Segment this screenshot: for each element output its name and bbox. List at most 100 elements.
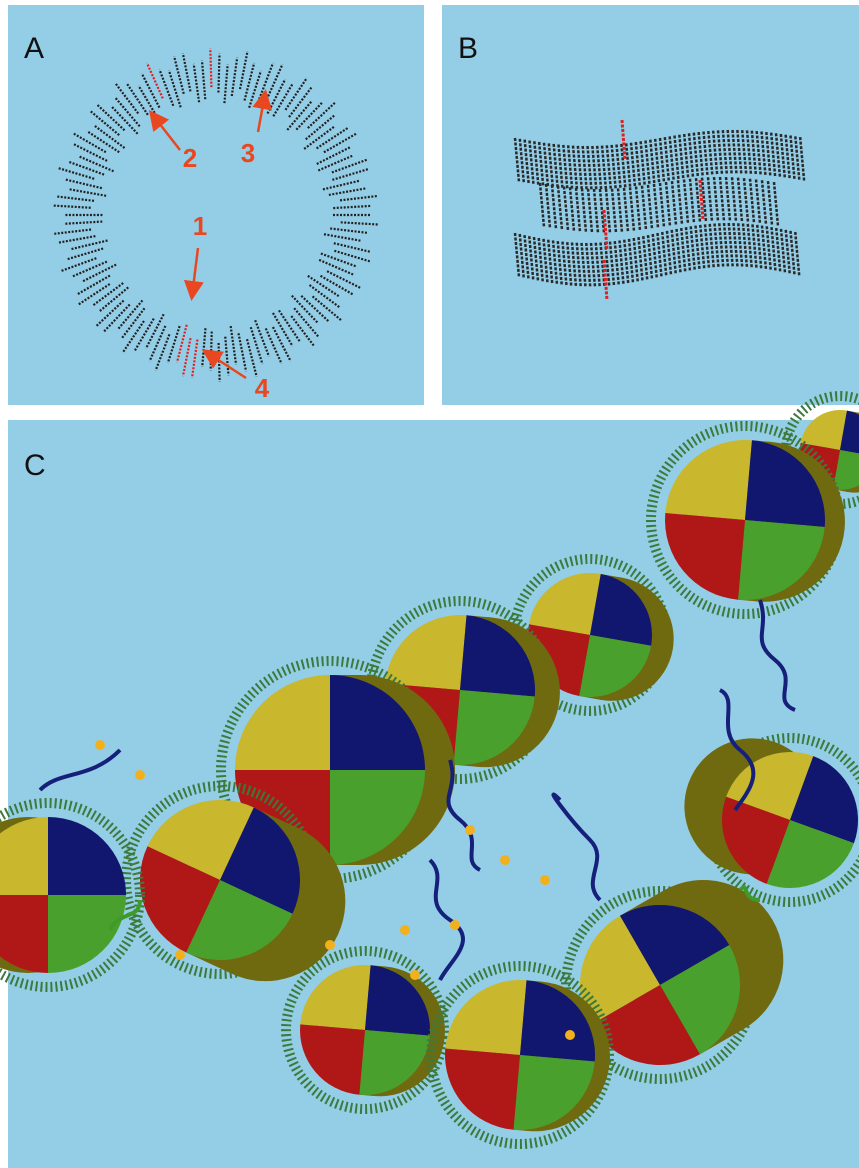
dash bbox=[766, 181, 774, 226]
dash bbox=[698, 179, 705, 221]
dash bbox=[649, 139, 656, 184]
dash bbox=[95, 103, 126, 132]
dash bbox=[798, 137, 806, 182]
dash bbox=[576, 145, 584, 190]
dash bbox=[574, 187, 582, 232]
dash bbox=[732, 222, 739, 268]
dash bbox=[295, 101, 324, 131]
dash bbox=[586, 145, 593, 191]
dash bbox=[556, 185, 564, 230]
dash bbox=[551, 240, 559, 285]
dash bbox=[689, 226, 696, 271]
dash bbox=[308, 284, 341, 309]
dash bbox=[158, 69, 175, 107]
dash bbox=[580, 242, 587, 288]
disc-quadrant bbox=[48, 817, 126, 895]
dash bbox=[727, 222, 734, 268]
dash bbox=[742, 178, 750, 223]
dash bbox=[620, 119, 627, 161]
dash bbox=[120, 307, 146, 340]
dash bbox=[628, 187, 636, 232]
dash bbox=[154, 333, 171, 371]
dash bbox=[618, 240, 625, 285]
dash bbox=[290, 315, 316, 348]
dash bbox=[610, 188, 618, 233]
dash bbox=[249, 326, 264, 365]
annotation: 4 bbox=[255, 373, 270, 403]
dash bbox=[605, 145, 613, 190]
dash bbox=[724, 176, 732, 222]
dash bbox=[78, 155, 115, 173]
dash bbox=[271, 312, 294, 347]
dash bbox=[145, 62, 164, 99]
dash bbox=[589, 242, 597, 288]
disc-quadrant bbox=[330, 770, 425, 865]
dash bbox=[740, 130, 748, 175]
dash bbox=[610, 144, 617, 190]
dash bbox=[736, 177, 744, 222]
disc-quadrant bbox=[300, 1024, 365, 1095]
arrow bbox=[183, 247, 204, 301]
dash bbox=[644, 140, 651, 185]
dash bbox=[91, 282, 124, 307]
dash bbox=[190, 339, 199, 379]
dash bbox=[258, 62, 275, 100]
dash bbox=[712, 176, 720, 222]
annotation: 3 bbox=[241, 138, 255, 168]
dash bbox=[322, 179, 361, 191]
dash bbox=[293, 307, 320, 339]
dna-tail bbox=[428, 858, 465, 981]
dash bbox=[779, 228, 787, 274]
dna-tail bbox=[551, 792, 602, 902]
dash bbox=[537, 237, 544, 283]
dash bbox=[181, 53, 192, 92]
dash bbox=[89, 109, 120, 136]
dash bbox=[632, 237, 639, 283]
dash bbox=[330, 227, 369, 234]
dash bbox=[651, 233, 658, 279]
dash bbox=[599, 242, 606, 287]
dash bbox=[305, 113, 336, 141]
dash bbox=[230, 57, 239, 97]
histone-halo bbox=[703, 733, 859, 907]
dash bbox=[663, 137, 671, 182]
dash bbox=[687, 133, 695, 178]
disc-quadrant bbox=[665, 440, 752, 520]
dash bbox=[339, 194, 378, 202]
dash bbox=[624, 143, 632, 188]
dash bbox=[682, 133, 690, 179]
dna-tail bbox=[738, 885, 761, 902]
dash bbox=[562, 186, 570, 231]
dash bbox=[272, 82, 294, 117]
dash bbox=[570, 242, 578, 287]
dash bbox=[784, 134, 791, 179]
dash bbox=[528, 140, 535, 185]
disc-quadrant bbox=[513, 1055, 595, 1130]
nucleosome bbox=[646, 421, 845, 619]
dash bbox=[326, 270, 362, 290]
dash bbox=[331, 158, 369, 174]
dash bbox=[533, 141, 540, 186]
nucleosome bbox=[0, 798, 145, 992]
dash bbox=[67, 160, 105, 176]
dash bbox=[745, 130, 753, 175]
dash bbox=[98, 286, 129, 313]
disc-quadrant bbox=[590, 985, 700, 1065]
panel-label: B bbox=[458, 32, 478, 65]
dash bbox=[748, 178, 756, 223]
dash bbox=[637, 236, 644, 282]
dash bbox=[528, 235, 535, 281]
dash bbox=[550, 184, 558, 229]
dna-tail bbox=[446, 759, 482, 872]
arrow bbox=[201, 349, 247, 380]
dash bbox=[266, 78, 287, 115]
dash bbox=[598, 188, 606, 234]
ion bbox=[450, 920, 460, 930]
dash bbox=[581, 145, 588, 191]
dash bbox=[642, 235, 649, 281]
dash bbox=[166, 325, 181, 364]
disc-quadrant bbox=[359, 1030, 430, 1095]
dash bbox=[675, 228, 682, 274]
dash bbox=[303, 125, 336, 150]
disc-quadrant bbox=[660, 945, 740, 1055]
